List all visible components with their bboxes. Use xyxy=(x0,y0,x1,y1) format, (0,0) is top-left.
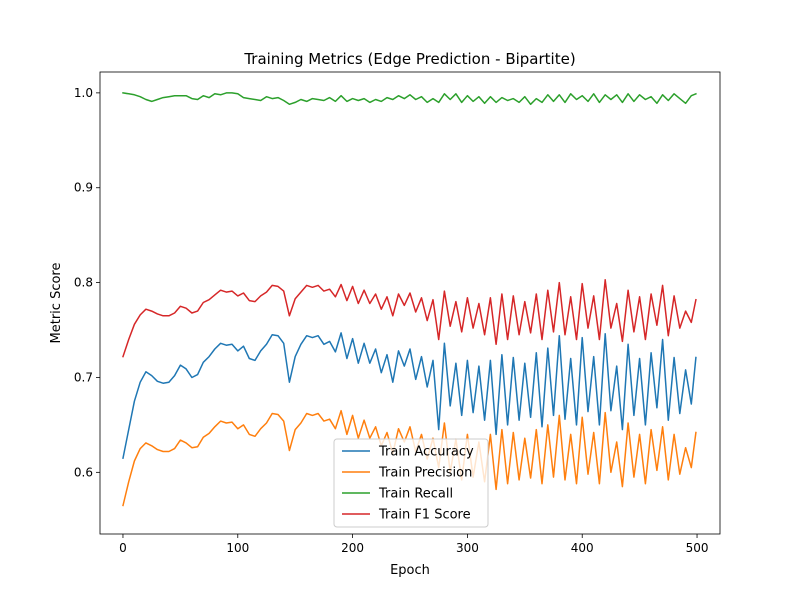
legend-box xyxy=(333,438,489,528)
plot-frame xyxy=(99,71,721,535)
y-tick-label: 0.7 xyxy=(74,370,93,384)
x-tick-label: 100 xyxy=(226,541,249,555)
series-layer xyxy=(122,92,697,507)
legend: Train Accuracy Train Precision Train Recal… xyxy=(333,438,489,528)
series-line-train-accuracy xyxy=(122,332,697,459)
chart-title: Training Metrics (Edge Prediction - Bipa… xyxy=(243,50,575,68)
legend-label-train-recall: Train Recall xyxy=(378,487,453,502)
series-line-train-precision xyxy=(122,409,697,507)
y-tick-label: 0.8 xyxy=(74,276,93,290)
x-tick-label: 200 xyxy=(341,541,364,555)
series-line-train-f1-score xyxy=(122,279,697,358)
x-axis: 0 100 200 300 400 500 xyxy=(119,534,708,555)
y-axis: 0.6 0.7 0.8 0.9 1.0 xyxy=(74,86,100,479)
x-tick-label: 0 xyxy=(119,541,127,555)
y-tick-label: 0.6 xyxy=(74,465,93,479)
x-tick-label: 400 xyxy=(571,541,594,555)
y-tick-label: 0.9 xyxy=(74,181,93,195)
legend-label-train-f1-score: Train F1 Score xyxy=(378,508,471,523)
plot-area: 0 100 200 300 400 500 0.6 0.7 0.8 0.9 1.0 xyxy=(74,71,721,555)
legend-label-train-accuracy: Train Accuracy xyxy=(378,445,474,460)
x-tick-label: 500 xyxy=(686,541,709,555)
series-line-train-recall xyxy=(122,92,697,106)
y-tick-label: 1.0 xyxy=(74,86,93,100)
x-axis-label: Epoch xyxy=(390,563,430,578)
x-tick-label: 300 xyxy=(456,541,479,555)
legend-label-train-precision: Train Precision xyxy=(378,466,472,481)
y-axis-label: Metric Score xyxy=(49,263,64,344)
